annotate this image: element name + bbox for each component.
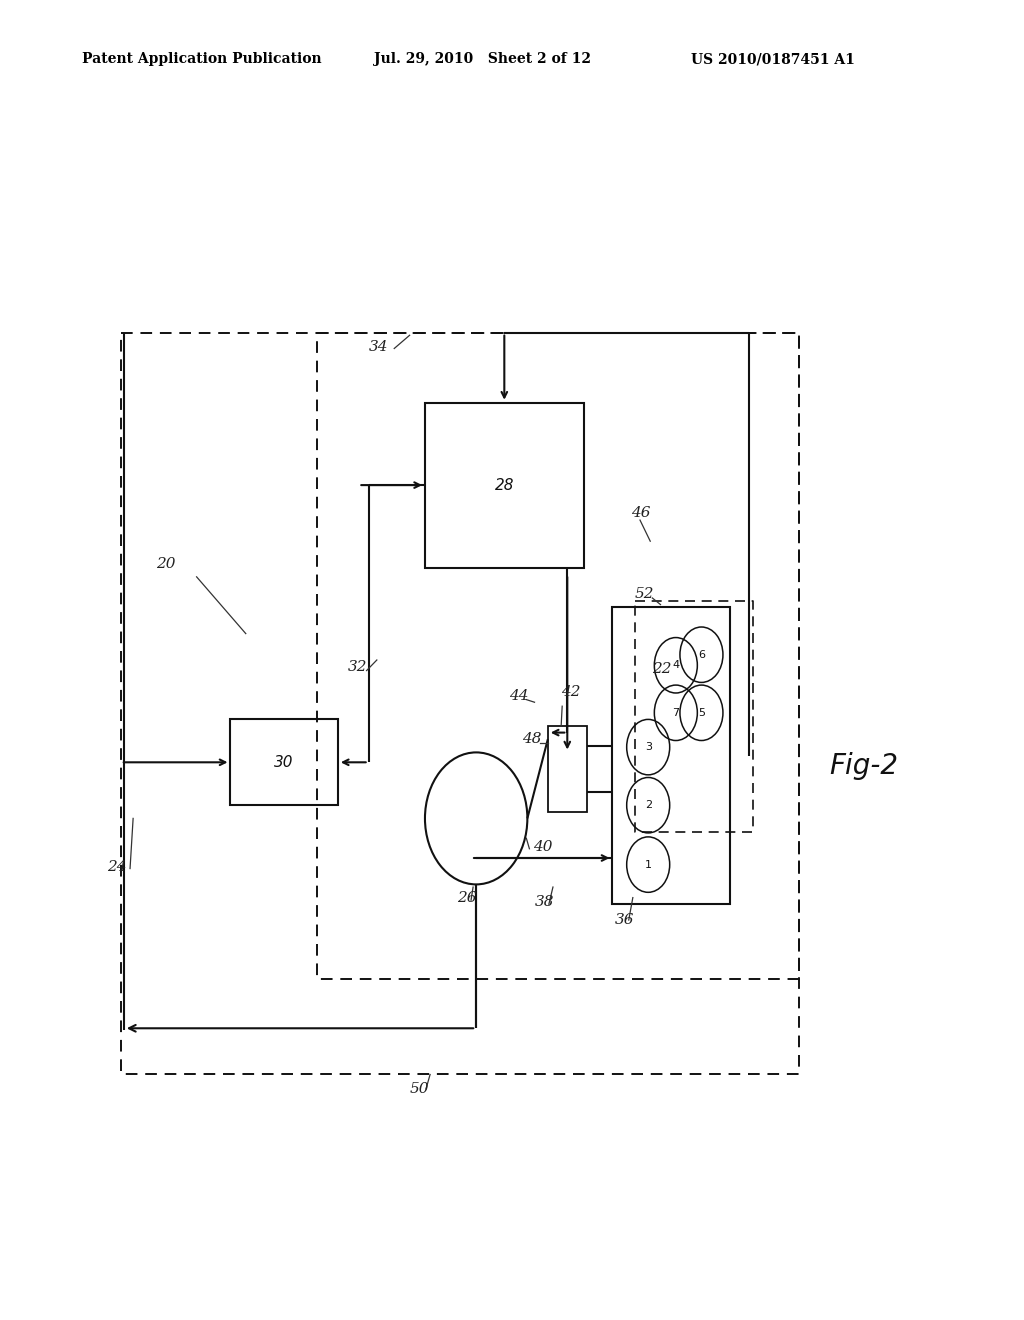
Bar — [548, 726, 587, 812]
Text: 46: 46 — [631, 507, 650, 520]
Text: 1: 1 — [645, 859, 651, 870]
Text: 4: 4 — [673, 660, 679, 671]
Text: 38: 38 — [535, 895, 554, 908]
Text: 44: 44 — [509, 689, 528, 702]
Bar — [612, 607, 730, 904]
Text: 40: 40 — [534, 841, 553, 854]
Text: 26: 26 — [457, 891, 476, 904]
Text: US 2010/0187451 A1: US 2010/0187451 A1 — [691, 53, 855, 66]
Text: 20: 20 — [156, 557, 175, 570]
Text: 34: 34 — [369, 341, 388, 354]
Text: 22: 22 — [652, 663, 672, 676]
Text: 32: 32 — [348, 660, 368, 673]
Bar — [425, 403, 584, 568]
Text: Jul. 29, 2010   Sheet 2 of 12: Jul. 29, 2010 Sheet 2 of 12 — [374, 53, 591, 66]
Text: Fig-2: Fig-2 — [829, 751, 898, 780]
Text: 42: 42 — [561, 685, 581, 698]
Text: 28: 28 — [495, 478, 514, 492]
Text: 52: 52 — [635, 587, 654, 601]
Text: 24: 24 — [108, 861, 127, 874]
Text: 7: 7 — [673, 708, 679, 718]
Text: 2: 2 — [645, 800, 651, 810]
Text: 48: 48 — [522, 733, 542, 746]
Text: 5: 5 — [698, 708, 705, 718]
Text: 50: 50 — [410, 1082, 429, 1096]
Bar — [230, 719, 338, 805]
Text: 6: 6 — [698, 649, 705, 660]
Text: Patent Application Publication: Patent Application Publication — [82, 53, 322, 66]
Text: 36: 36 — [614, 913, 634, 927]
Text: 30: 30 — [274, 755, 294, 770]
Text: 3: 3 — [645, 742, 651, 752]
